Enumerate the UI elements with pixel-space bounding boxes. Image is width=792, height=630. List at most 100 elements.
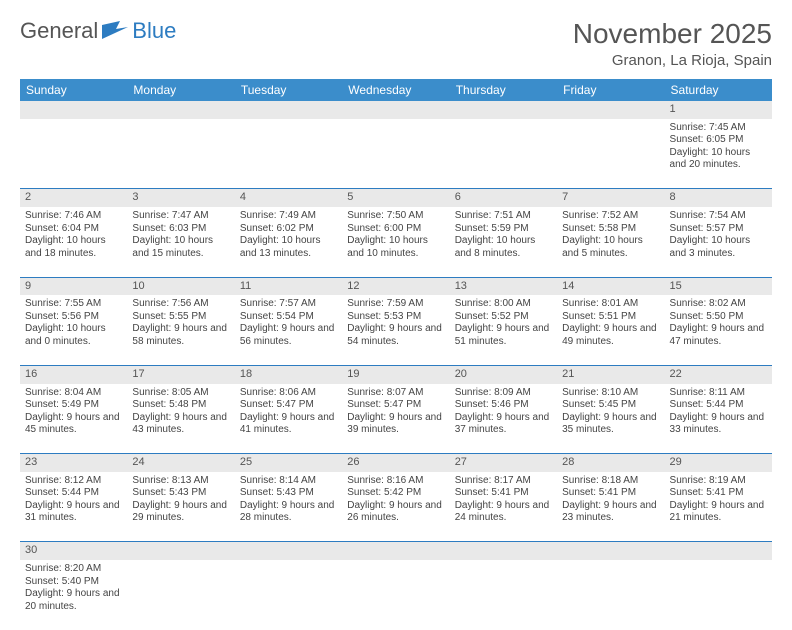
day-number-cell bbox=[342, 542, 449, 560]
day-header: Saturday bbox=[665, 79, 772, 101]
calendar-week-row: Sunrise: 8:12 AMSunset: 5:44 PMDaylight:… bbox=[20, 472, 772, 542]
sunset-line: Sunset: 5:41 PM bbox=[455, 487, 552, 500]
calendar-week-row: Sunrise: 8:20 AMSunset: 5:40 PMDaylight:… bbox=[20, 560, 772, 630]
sunset-line: Sunset: 5:45 PM bbox=[562, 399, 659, 412]
sunset-line: Sunset: 5:50 PM bbox=[670, 311, 767, 324]
sunset-line: Sunset: 5:42 PM bbox=[347, 487, 444, 500]
calendar-day-cell: Sunrise: 8:19 AMSunset: 5:41 PMDaylight:… bbox=[665, 472, 772, 542]
day-number-cell: 30 bbox=[20, 542, 127, 560]
calendar-week-row: Sunrise: 7:46 AMSunset: 6:04 PMDaylight:… bbox=[20, 207, 772, 277]
sunrise-line: Sunrise: 7:56 AM bbox=[132, 298, 229, 311]
day-number-cell: 8 bbox=[665, 189, 772, 207]
calendar-day-cell: Sunrise: 8:01 AMSunset: 5:51 PMDaylight:… bbox=[557, 295, 664, 365]
sunrise-line: Sunrise: 7:47 AM bbox=[132, 210, 229, 223]
calendar-day-cell: Sunrise: 7:52 AMSunset: 5:58 PMDaylight:… bbox=[557, 207, 664, 277]
daylight-line: Daylight: 9 hours and 29 minutes. bbox=[132, 500, 229, 525]
daylight-line: Daylight: 9 hours and 31 minutes. bbox=[25, 500, 122, 525]
calendar-day-cell: Sunrise: 8:11 AMSunset: 5:44 PMDaylight:… bbox=[665, 384, 772, 454]
calendar-week-row: Sunrise: 7:45 AMSunset: 6:05 PMDaylight:… bbox=[20, 119, 772, 189]
sunrise-line: Sunrise: 8:05 AM bbox=[132, 387, 229, 400]
sunrise-line: Sunrise: 8:13 AM bbox=[132, 475, 229, 488]
daylight-line: Daylight: 9 hours and 26 minutes. bbox=[347, 500, 444, 525]
sunset-line: Sunset: 5:59 PM bbox=[455, 223, 552, 236]
day-number-cell: 13 bbox=[450, 277, 557, 295]
day-number-cell bbox=[665, 542, 772, 560]
day-header: Tuesday bbox=[235, 79, 342, 101]
day-number-cell: 6 bbox=[450, 189, 557, 207]
day-number-cell: 18 bbox=[235, 365, 342, 383]
day-number-cell: 2 bbox=[20, 189, 127, 207]
sunrise-line: Sunrise: 8:19 AM bbox=[670, 475, 767, 488]
daylight-line: Daylight: 9 hours and 20 minutes. bbox=[25, 588, 122, 613]
daylight-line: Daylight: 10 hours and 3 minutes. bbox=[670, 235, 767, 260]
sunrise-line: Sunrise: 8:10 AM bbox=[562, 387, 659, 400]
sunrise-line: Sunrise: 8:16 AM bbox=[347, 475, 444, 488]
sunrise-line: Sunrise: 8:12 AM bbox=[25, 475, 122, 488]
title-block: November 2025 Granon, La Rioja, Spain bbox=[573, 18, 772, 69]
day-number-cell: 24 bbox=[127, 454, 234, 472]
daylight-line: Daylight: 9 hours and 54 minutes. bbox=[347, 323, 444, 348]
day-number-cell: 22 bbox=[665, 365, 772, 383]
daylight-line: Daylight: 9 hours and 58 minutes. bbox=[132, 323, 229, 348]
sunset-line: Sunset: 5:56 PM bbox=[25, 311, 122, 324]
calendar-day-cell: Sunrise: 7:50 AMSunset: 6:00 PMDaylight:… bbox=[342, 207, 449, 277]
calendar-day-cell: Sunrise: 7:47 AMSunset: 6:03 PMDaylight:… bbox=[127, 207, 234, 277]
calendar-day-cell bbox=[342, 119, 449, 189]
calendar-day-cell bbox=[342, 560, 449, 630]
day-number-row: 30 bbox=[20, 542, 772, 560]
sunset-line: Sunset: 5:43 PM bbox=[240, 487, 337, 500]
calendar-day-cell: Sunrise: 8:10 AMSunset: 5:45 PMDaylight:… bbox=[557, 384, 664, 454]
calendar-day-cell bbox=[235, 119, 342, 189]
calendar-day-cell: Sunrise: 8:05 AMSunset: 5:48 PMDaylight:… bbox=[127, 384, 234, 454]
day-number-cell bbox=[235, 542, 342, 560]
sunrise-line: Sunrise: 7:50 AM bbox=[347, 210, 444, 223]
daylight-line: Daylight: 10 hours and 15 minutes. bbox=[132, 235, 229, 260]
logo-text-general: General bbox=[20, 18, 98, 44]
calendar-day-cell bbox=[665, 560, 772, 630]
day-number-cell: 25 bbox=[235, 454, 342, 472]
calendar-day-cell bbox=[557, 560, 664, 630]
day-number-cell: 21 bbox=[557, 365, 664, 383]
calendar-day-cell bbox=[450, 119, 557, 189]
day-number-cell bbox=[557, 101, 664, 119]
daylight-line: Daylight: 9 hours and 43 minutes. bbox=[132, 412, 229, 437]
sunrise-line: Sunrise: 8:09 AM bbox=[455, 387, 552, 400]
day-header: Sunday bbox=[20, 79, 127, 101]
sunrise-line: Sunrise: 7:45 AM bbox=[670, 122, 767, 135]
calendar-day-cell: Sunrise: 7:59 AMSunset: 5:53 PMDaylight:… bbox=[342, 295, 449, 365]
day-number-cell: 27 bbox=[450, 454, 557, 472]
logo: General Blue bbox=[20, 18, 176, 44]
sunset-line: Sunset: 5:41 PM bbox=[670, 487, 767, 500]
day-header: Thursday bbox=[450, 79, 557, 101]
day-number-cell: 15 bbox=[665, 277, 772, 295]
day-number-cell: 9 bbox=[20, 277, 127, 295]
sunset-line: Sunset: 5:43 PM bbox=[132, 487, 229, 500]
day-number-cell: 28 bbox=[557, 454, 664, 472]
daylight-line: Daylight: 9 hours and 23 minutes. bbox=[562, 500, 659, 525]
sunset-line: Sunset: 5:57 PM bbox=[670, 223, 767, 236]
day-header-row: Sunday Monday Tuesday Wednesday Thursday… bbox=[20, 79, 772, 101]
day-number-cell bbox=[342, 101, 449, 119]
calendar-day-cell: Sunrise: 7:56 AMSunset: 5:55 PMDaylight:… bbox=[127, 295, 234, 365]
sunrise-line: Sunrise: 8:18 AM bbox=[562, 475, 659, 488]
logo-flag-icon bbox=[102, 21, 128, 41]
sunrise-line: Sunrise: 7:49 AM bbox=[240, 210, 337, 223]
day-number-cell: 19 bbox=[342, 365, 449, 383]
day-number-cell bbox=[557, 542, 664, 560]
day-number-cell bbox=[127, 542, 234, 560]
calendar-day-cell: Sunrise: 8:06 AMSunset: 5:47 PMDaylight:… bbox=[235, 384, 342, 454]
daylight-line: Daylight: 9 hours and 21 minutes. bbox=[670, 500, 767, 525]
day-number-cell bbox=[127, 101, 234, 119]
day-number-row: 2345678 bbox=[20, 189, 772, 207]
calendar-day-cell: Sunrise: 8:00 AMSunset: 5:52 PMDaylight:… bbox=[450, 295, 557, 365]
calendar-day-cell: Sunrise: 8:09 AMSunset: 5:46 PMDaylight:… bbox=[450, 384, 557, 454]
sunset-line: Sunset: 5:46 PM bbox=[455, 399, 552, 412]
calendar-day-cell: Sunrise: 7:55 AMSunset: 5:56 PMDaylight:… bbox=[20, 295, 127, 365]
day-number-cell: 20 bbox=[450, 365, 557, 383]
sunset-line: Sunset: 5:55 PM bbox=[132, 311, 229, 324]
day-number-row: 23242526272829 bbox=[20, 454, 772, 472]
daylight-line: Daylight: 10 hours and 20 minutes. bbox=[670, 147, 767, 172]
calendar-day-cell: Sunrise: 7:45 AMSunset: 6:05 PMDaylight:… bbox=[665, 119, 772, 189]
sunrise-line: Sunrise: 7:57 AM bbox=[240, 298, 337, 311]
calendar-day-cell: Sunrise: 7:54 AMSunset: 5:57 PMDaylight:… bbox=[665, 207, 772, 277]
